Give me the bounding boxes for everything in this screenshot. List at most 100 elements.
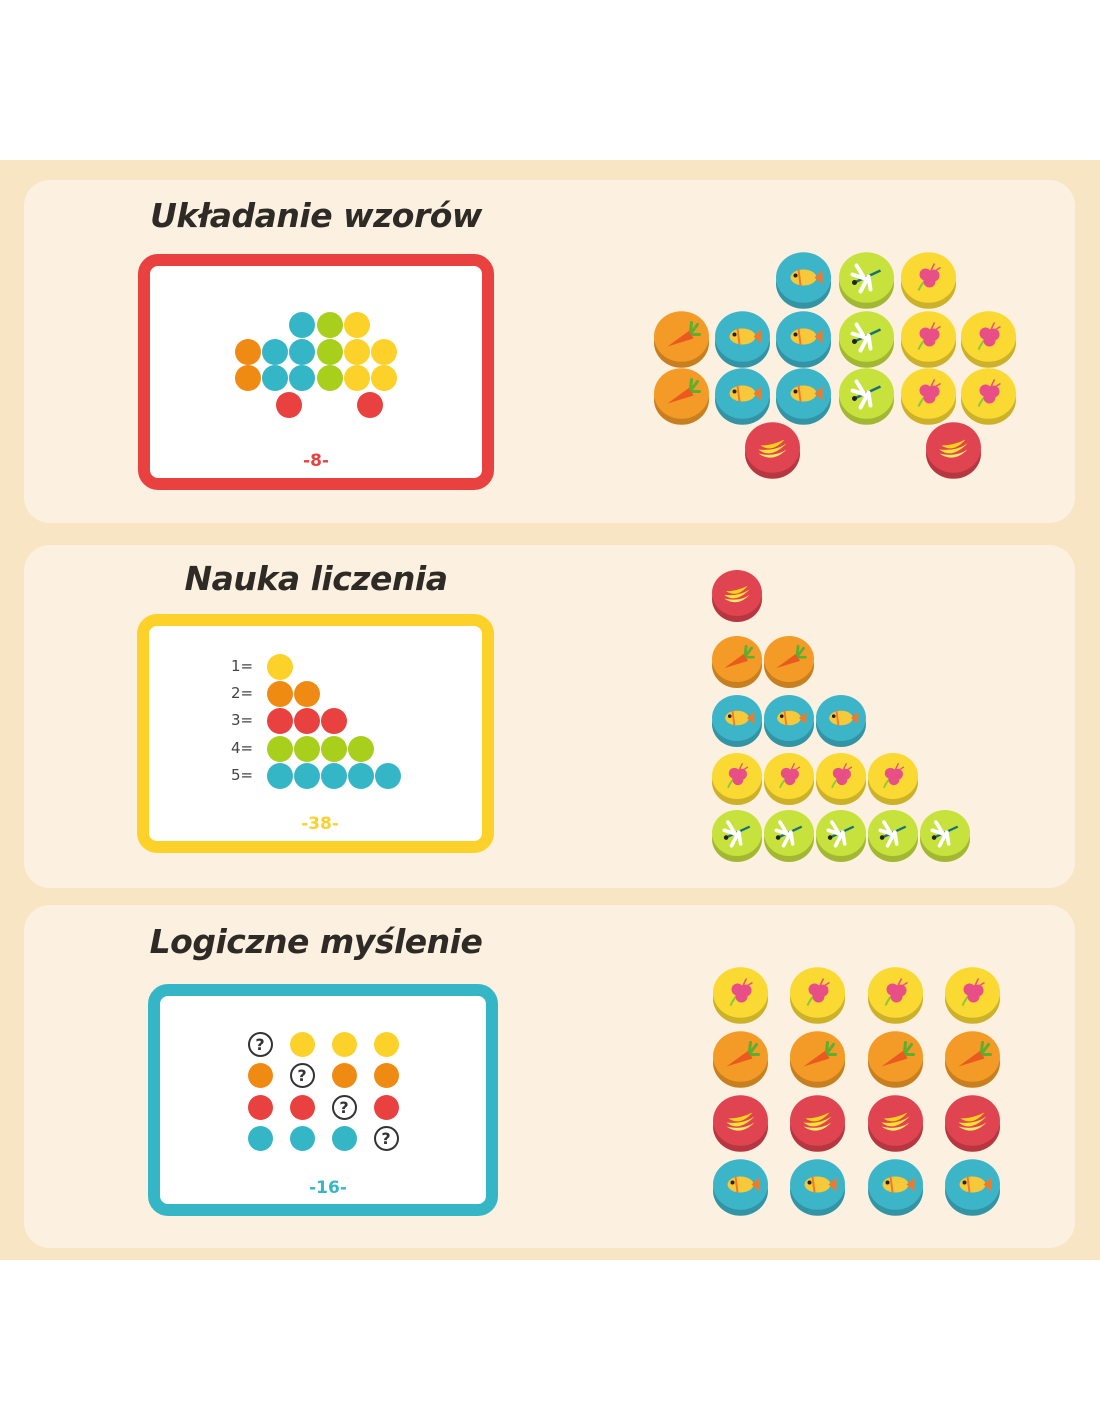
- pattern-dot: [348, 735, 374, 762]
- carrot-token: [652, 307, 711, 376]
- flower-token: [866, 749, 920, 813]
- flower-token: [959, 364, 1018, 433]
- fish-token: [788, 1155, 847, 1224]
- flower-token: [710, 749, 764, 813]
- card-number: -38-: [301, 814, 339, 834]
- pattern-dot: [294, 708, 320, 735]
- dragonfly-token: [814, 806, 868, 870]
- carrot-token: [652, 364, 711, 433]
- pattern-dot: [235, 365, 261, 391]
- count-label: 4=: [231, 738, 254, 757]
- pattern-dot: [331, 1031, 357, 1057]
- fish-token: [774, 248, 833, 317]
- dragonfly-token: [837, 364, 896, 433]
- pattern-dot: [316, 312, 343, 338]
- dragonfly-token: [710, 806, 764, 870]
- pattern-dot: [247, 1094, 273, 1120]
- pattern-dot: [373, 1031, 399, 1057]
- pattern-dot: [289, 365, 316, 391]
- pattern-dot: [331, 1063, 357, 1088]
- flower-token: [899, 248, 958, 317]
- count-label: 5=: [231, 765, 254, 784]
- flower-token: [762, 749, 816, 813]
- fish-token: [943, 1155, 1002, 1224]
- question-mark: ?: [289, 1063, 315, 1088]
- pattern-dot: [276, 391, 302, 418]
- pattern-dot: [373, 1063, 399, 1088]
- pattern-dot: [343, 312, 370, 338]
- pattern-dot: [321, 735, 347, 762]
- fish-token: [774, 307, 833, 376]
- pattern-dot: [343, 338, 370, 365]
- pattern-dot: [371, 365, 397, 391]
- pattern-dot: [316, 338, 343, 365]
- banana-token: [866, 1091, 925, 1160]
- counting-card: [137, 614, 494, 853]
- carrot-token: [866, 1027, 925, 1096]
- section-title-pattern: Układanie wzorów: [150, 196, 482, 235]
- count-label: 2=: [231, 684, 254, 703]
- question-mark: ?: [373, 1126, 399, 1151]
- pattern-dot: [321, 762, 347, 789]
- flower-token: [943, 963, 1002, 1032]
- pattern-dot: [348, 762, 374, 789]
- carrot-token: [788, 1027, 847, 1096]
- dragonfly-token: [837, 307, 896, 376]
- pattern-dot: [373, 1094, 399, 1120]
- count-label: 1=: [231, 657, 254, 675]
- pattern-dot: [247, 1063, 273, 1088]
- banana-token: [710, 566, 764, 630]
- pattern-dot: [289, 338, 316, 365]
- pattern-dot: [357, 391, 383, 418]
- carrot-token: [710, 632, 764, 696]
- pattern-dot: [343, 365, 370, 391]
- fish-token: [711, 1155, 770, 1224]
- pattern-dot: [267, 762, 293, 789]
- dragonfly-token: [866, 806, 920, 870]
- fish-token: [713, 364, 772, 433]
- pattern-dot: [294, 735, 320, 762]
- banana-token: [788, 1091, 847, 1160]
- dragonfly-token: [918, 806, 972, 870]
- fish-token: [774, 364, 833, 433]
- banana-token: [711, 1091, 770, 1160]
- flower-token: [788, 963, 847, 1032]
- pattern-dot: [267, 681, 293, 708]
- pattern-dot: [247, 1126, 273, 1151]
- carrot-token: [943, 1027, 1002, 1096]
- fish-token: [814, 691, 868, 755]
- pattern-card: [138, 254, 494, 490]
- card-number: -16-: [309, 1178, 347, 1198]
- pattern-dot: [331, 1126, 357, 1151]
- section-title-counting: Nauka liczenia: [184, 559, 448, 598]
- pattern-dot: [316, 365, 343, 391]
- fish-token: [713, 307, 772, 376]
- count-label: 3=: [231, 711, 254, 730]
- question-mark: ?: [247, 1031, 273, 1057]
- card-number: -8-: [303, 451, 329, 471]
- carrot-token: [711, 1027, 770, 1096]
- banana-token: [743, 418, 802, 487]
- question-mark: ?: [331, 1094, 357, 1120]
- pattern-dot: [235, 338, 261, 365]
- pattern-dot: [294, 762, 320, 789]
- flower-token: [814, 749, 868, 813]
- logic-card: [148, 984, 498, 1216]
- carrot-token: [762, 632, 816, 696]
- pattern-dot: [267, 654, 293, 680]
- section-title-logic: Logiczne myślenie: [149, 922, 483, 961]
- flower-token: [959, 307, 1018, 376]
- pattern-dot: [262, 338, 289, 365]
- fish-token: [866, 1155, 925, 1224]
- flower-token: [866, 963, 925, 1032]
- pattern-dot: [289, 1126, 315, 1151]
- banana-token: [924, 418, 983, 487]
- pattern-dot: [289, 1094, 315, 1120]
- pattern-dot: [289, 312, 316, 338]
- dragonfly-token: [762, 806, 816, 870]
- pattern-dot: [294, 681, 320, 708]
- pattern-dot: [375, 762, 401, 789]
- pattern-dot: [267, 735, 293, 762]
- fish-token: [762, 691, 816, 755]
- fish-token: [710, 691, 764, 755]
